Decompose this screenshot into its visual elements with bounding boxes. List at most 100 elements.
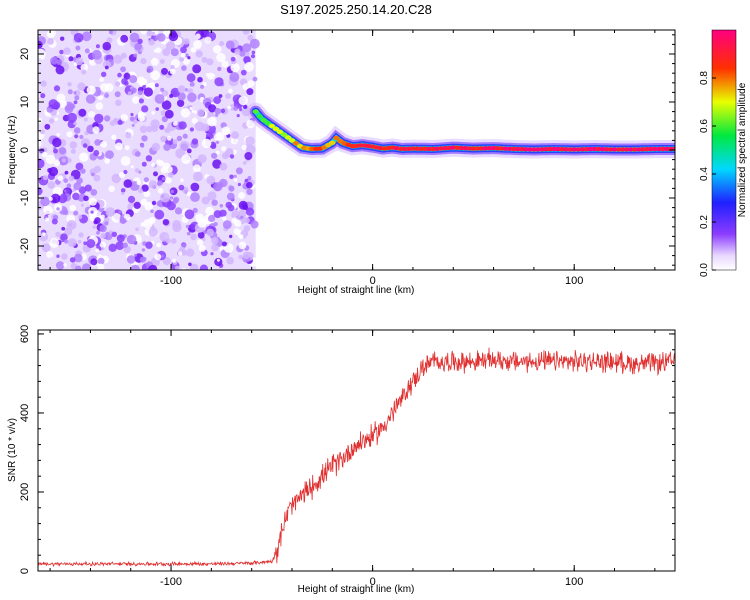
noise-speckle (93, 174, 101, 182)
noise-speckle (211, 152, 218, 159)
noise-speckle (227, 105, 232, 110)
noise-speckle (102, 60, 111, 69)
noise-speckle (78, 108, 87, 117)
noise-speckle (47, 181, 56, 189)
noise-speckle (99, 241, 107, 248)
noise-speckle (140, 58, 147, 65)
noise-speckle (180, 178, 184, 182)
noise-speckle (216, 133, 225, 141)
noise-speckle (229, 154, 235, 159)
noise-speckle (148, 264, 158, 270)
noise-speckle (156, 242, 162, 248)
noise-speckle (216, 52, 226, 63)
noise-speckle (83, 117, 88, 122)
snr-ytick-label: 200 (19, 483, 31, 501)
noise-speckle (208, 214, 216, 223)
noise-speckle (145, 155, 153, 162)
noise-speckle (82, 263, 92, 270)
noise-speckle (229, 72, 240, 82)
noise-speckle (182, 133, 188, 139)
noise-speckle (185, 224, 190, 229)
noise-speckle (66, 183, 72, 188)
noise-speckle (108, 243, 117, 252)
noise-speckle (61, 158, 66, 163)
noise-speckle (137, 114, 145, 122)
noise-speckle (172, 220, 182, 229)
noise-speckle (242, 43, 252, 53)
noise-speckle (67, 238, 77, 248)
colorbar-tick-label: 0.8 (699, 71, 710, 85)
noise-speckle (180, 53, 186, 58)
noise-speckle (141, 248, 146, 252)
snr-xtick-label: 100 (565, 576, 583, 588)
noise-speckle (151, 142, 161, 152)
noise-speckle (183, 38, 190, 45)
ridge-band (249, 105, 675, 156)
noise-speckle (154, 253, 162, 261)
ridge-cell (333, 135, 340, 141)
noise-speckle (230, 62, 240, 73)
noise-speckle (222, 220, 232, 230)
noise-speckle (136, 180, 141, 186)
noise-speckle (118, 171, 126, 179)
noise-speckle (77, 82, 86, 91)
figure-title: S197.2025.250.14.20.C28 (280, 2, 432, 17)
noise-speckle (40, 129, 45, 135)
colorbar-gradient (711, 29, 737, 271)
noise-speckle (108, 185, 115, 192)
noise-speckle (111, 213, 122, 223)
noise-speckle (93, 150, 100, 156)
noise-speckle (129, 32, 140, 43)
noise-speckle (199, 264, 208, 270)
noise-speckle (87, 110, 96, 118)
noise-speckle (150, 119, 160, 129)
noise-speckle (197, 154, 207, 164)
noise-speckle (64, 104, 74, 114)
noise-speckle (111, 173, 122, 184)
noise-speckle (127, 91, 132, 96)
noise-speckle (191, 117, 198, 124)
snr-ticks: -100 0 100 0 200 400 600 (19, 325, 675, 588)
noise-speckle (167, 172, 174, 179)
noise-speckle (218, 94, 223, 98)
noise-speckle (162, 256, 171, 266)
noise-speckle (46, 30, 56, 39)
ridge-cell (284, 135, 292, 140)
noise-speckle (120, 188, 126, 193)
noise-speckle (176, 99, 185, 107)
noise-speckle (215, 150, 220, 155)
noise-speckle (52, 137, 62, 148)
noise-speckle (40, 93, 46, 99)
noise-speckle (231, 131, 240, 140)
noise-speckle (144, 201, 154, 211)
noise-speckle (56, 59, 63, 65)
noise-speckle (210, 252, 214, 256)
noise-speckle (141, 105, 149, 113)
noise-speckle (189, 127, 194, 132)
noise-speckle (90, 210, 94, 214)
noise-speckle (94, 139, 101, 146)
noise-speckle (193, 171, 203, 182)
noise-speckle (178, 121, 187, 130)
noise-speckle (104, 221, 109, 226)
noise-speckle (134, 168, 140, 173)
noise-speckle (163, 143, 171, 151)
noise-speckle (99, 77, 104, 82)
ridge-cell (329, 140, 336, 145)
snr-xlabel: Height of straight line (km) (298, 584, 415, 595)
noise-speckle (88, 197, 97, 206)
noise-speckle (247, 34, 254, 41)
noise-speckle (214, 107, 222, 115)
noise-speckle (187, 56, 191, 60)
noise-speckle (69, 204, 77, 212)
noise-speckle (38, 93, 41, 98)
noise-speckle (74, 95, 80, 101)
noise-speckle (162, 48, 171, 56)
noise-speckle (170, 48, 179, 57)
noise-speckle (90, 189, 98, 196)
spectrogram-xtick-label: -100 (160, 275, 182, 287)
noise-speckle (123, 72, 131, 80)
noise-speckle (139, 256, 146, 263)
noise-speckle (101, 247, 105, 251)
noise-speckle (137, 188, 143, 194)
